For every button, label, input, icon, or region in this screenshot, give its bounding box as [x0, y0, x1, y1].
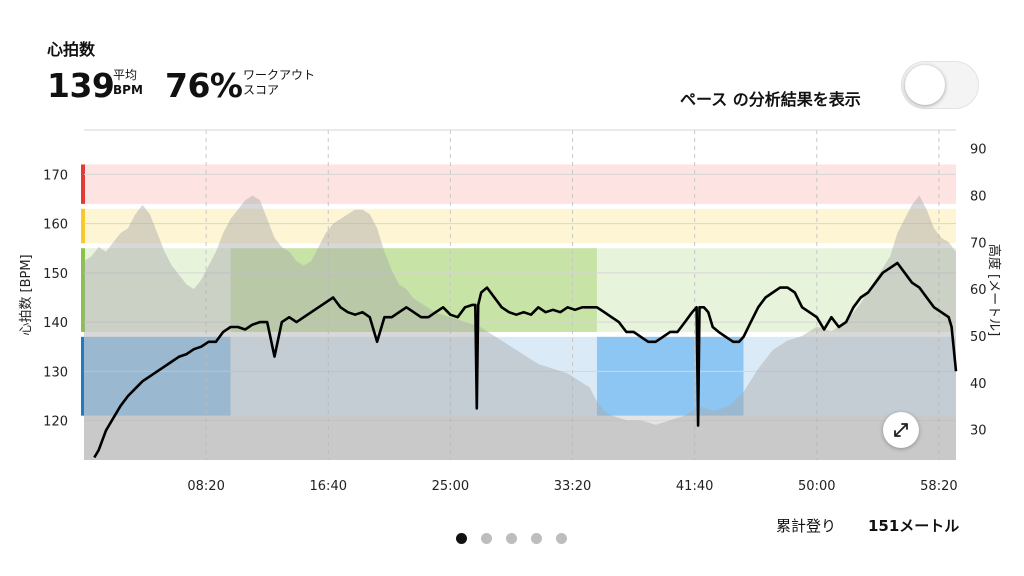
- pace-toggle[interactable]: [901, 61, 979, 109]
- bpm-label: BPM: [113, 83, 143, 97]
- y-tick-label: 150: [43, 267, 68, 282]
- x-tick-label: 41:40: [676, 479, 713, 494]
- elevation-area: [84, 195, 956, 460]
- workout-score-label-line1: ワークアウト: [243, 68, 316, 82]
- y2-tick-label: 60: [970, 283, 987, 298]
- page-dot[interactable]: [481, 533, 492, 544]
- y2-tick-label: 70: [970, 236, 987, 251]
- zone-marker-red: [81, 164, 85, 204]
- y-tick-label: 120: [43, 415, 68, 430]
- page-indicator: [456, 533, 567, 544]
- heart-rate-line: [93, 261, 958, 459]
- y2-tick-label: 50: [970, 330, 987, 345]
- below-zone-band: [84, 415, 956, 460]
- y-tick-label: 130: [43, 365, 68, 380]
- zone-marker-yellow: [81, 208, 85, 244]
- heart-rate-chart: 120 130 140 150 160 170 30 40 50 60 70 80 90 08:20 16:…: [19, 129, 1002, 494]
- avg-label: 平均: [113, 68, 138, 82]
- x-tick-label: 33:20: [554, 479, 591, 494]
- avg-heart-rate-unit: 平均 BPM: [113, 68, 143, 98]
- y2-tick-label: 30: [970, 424, 987, 439]
- avg-heart-rate-value: 139: [47, 66, 115, 105]
- expand-button[interactable]: [883, 412, 919, 448]
- y-tick-label: 140: [43, 316, 68, 331]
- total-climb-label: 累計登り: [776, 517, 837, 535]
- y-tick-label: 170: [43, 168, 68, 183]
- y2-tick-label: 90: [970, 143, 987, 158]
- zone-marker-blue: [81, 336, 85, 416]
- page-dot[interactable]: [456, 533, 467, 544]
- total-climb-value: 151メートル: [868, 517, 960, 535]
- workout-score-value: 76%: [165, 66, 243, 105]
- page-title: 心拍数: [47, 40, 96, 59]
- workout-score-label: ワークアウト スコア: [243, 68, 353, 98]
- page-dot[interactable]: [506, 533, 517, 544]
- zone-band-red: [84, 164, 956, 204]
- page-dot[interactable]: [556, 533, 567, 544]
- x-tick-label: 08:20: [187, 479, 224, 494]
- y2-axis-label: 高度 [メートル]: [986, 244, 1002, 336]
- x-tick-label: 58:20: [920, 479, 957, 494]
- toggle-knob[interactable]: [905, 65, 945, 105]
- workout-score-label-line2: スコア: [243, 83, 280, 97]
- y2-tick-label: 80: [970, 190, 987, 205]
- zone-highlight-2: [596, 336, 744, 416]
- zone-marker-green: [81, 248, 85, 332]
- page-dot[interactable]: [531, 533, 542, 544]
- y-tick-label: 160: [43, 218, 68, 233]
- expand-icon: [894, 423, 908, 437]
- x-tick-label: 25:00: [432, 479, 469, 494]
- y2-tick-label: 40: [970, 377, 987, 392]
- pace-toggle-label: ペース の分析結果を表示: [680, 90, 861, 109]
- x-tick-label: 16:40: [310, 479, 347, 494]
- zone-band-yellow: [84, 208, 956, 244]
- y-axis-label: 心拍数 [BPM]: [19, 254, 34, 335]
- x-tick-label: 50:00: [798, 479, 835, 494]
